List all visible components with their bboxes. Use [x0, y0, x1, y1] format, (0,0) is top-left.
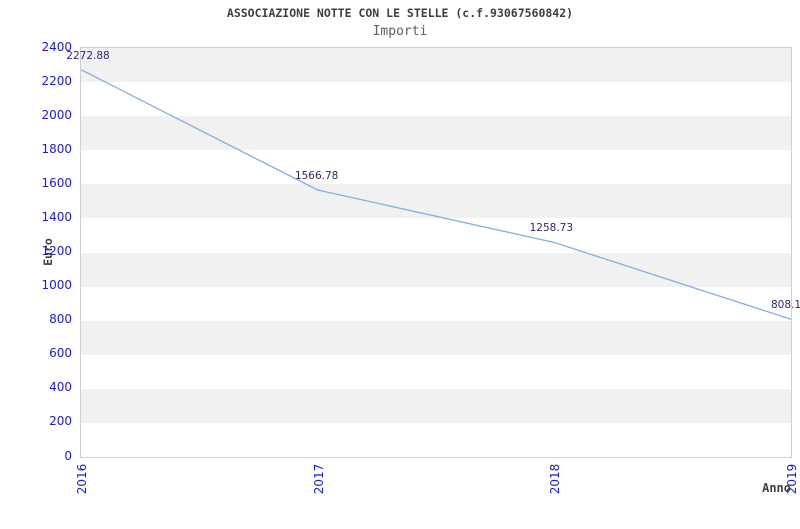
plot-band	[81, 116, 791, 151]
y-tick-label: 1800	[41, 141, 72, 156]
plot-band	[81, 184, 791, 219]
plot-area	[80, 47, 792, 458]
plot-band	[81, 354, 791, 389]
y-tick-label: 400	[49, 380, 72, 395]
y-tick-label: 1400	[41, 209, 72, 224]
line-series	[80, 69, 792, 320]
series-polyline	[80, 69, 792, 320]
chart-subtitle: Importi	[372, 24, 428, 39]
y-tick-label: 1600	[41, 175, 72, 190]
y-tick-label: 2000	[41, 107, 72, 122]
plot-band	[81, 286, 791, 321]
y-tick-label: 1200	[41, 244, 72, 258]
y-tick-label: 600	[49, 346, 72, 361]
y-tick-label: 0	[64, 448, 72, 463]
plot-band	[81, 320, 791, 355]
point-value-label: 808.1	[770, 299, 800, 312]
x-tick-label: 2017	[311, 463, 326, 495]
x-tick-label: 2018	[548, 463, 563, 495]
y-tick-label: 2200	[41, 73, 72, 88]
y-tick-label: 200	[49, 414, 72, 429]
x-tick-label: 2019	[785, 463, 799, 495]
x-tick-label: 2016	[75, 463, 89, 495]
point-value-label: 2272.88	[66, 49, 110, 62]
plot-bands	[81, 48, 791, 457]
importi-line-chart: ASSOCIAZIONE NOTTE CON LE STELLE (c.f.93…	[41, 6, 800, 495]
y-tick-label: 1000	[41, 278, 72, 293]
plot-band	[81, 82, 791, 117]
plot-band	[81, 48, 791, 83]
y-axis-label: Euro	[41, 238, 55, 266]
y-tick-label: 800	[49, 312, 72, 327]
y-tick-label: 2400	[41, 39, 72, 54]
plot-band	[81, 422, 791, 457]
plot-band	[81, 388, 791, 423]
chart-title: ASSOCIAZIONE NOTTE CON LE STELLE (c.f.93…	[226, 6, 574, 20]
plot-band	[81, 218, 791, 253]
plot-band	[81, 150, 791, 185]
x-axis-label: Anno	[762, 481, 791, 495]
point-value-label: 1566.78	[294, 169, 339, 182]
point-value-label: 1258.73	[529, 222, 574, 235]
